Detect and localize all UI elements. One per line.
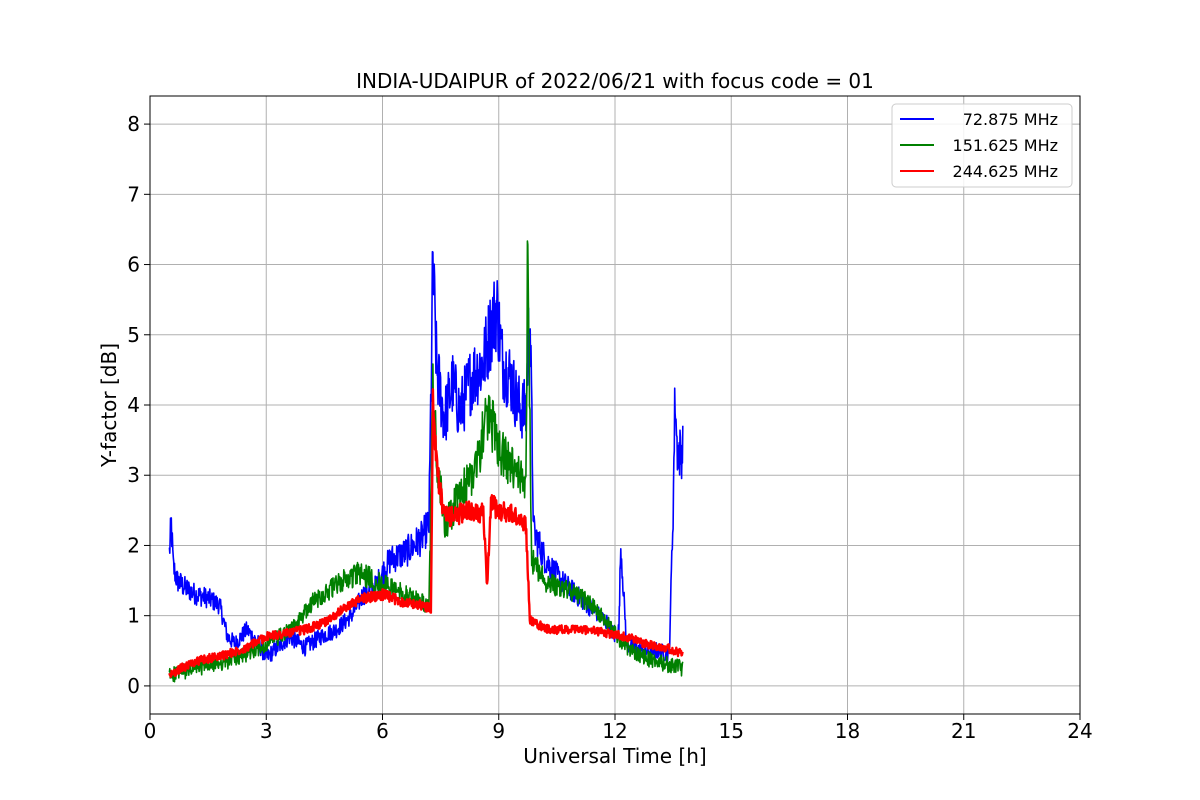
y-tick-label: 0 — [127, 674, 140, 698]
y-axis-label: Y-factor [dB] — [97, 343, 121, 468]
x-tick-label: 12 — [602, 719, 627, 743]
x-tick-label: 15 — [719, 719, 744, 743]
legend: 72.875 MHz 151.625 MHz 244.625 MHz — [891, 103, 1073, 188]
series-line-2 — [168, 388, 684, 678]
x-tick-label: 0 — [144, 719, 157, 743]
x-axis-label: Universal Time [h] — [523, 744, 706, 768]
y-tick-label: 3 — [127, 463, 140, 487]
x-tick-label: 24 — [1067, 719, 1092, 743]
x-tick-label: 9 — [492, 719, 505, 743]
y-tick-label: 4 — [127, 393, 140, 417]
x-tick-label: 6 — [376, 719, 389, 743]
y-tick-label: 1 — [127, 604, 140, 628]
x-axis-ticks: 0 3 6 9 12 15 18 21 24 — [144, 714, 1093, 743]
x-tick-label: 21 — [951, 719, 976, 743]
series-layer — [168, 240, 684, 683]
y-tick-label: 8 — [127, 112, 140, 136]
y-axis-ticks: 0 1 2 3 4 5 6 7 8 — [127, 112, 150, 698]
legend-box — [891, 103, 1073, 188]
x-tick-label: 3 — [260, 719, 273, 743]
series-line-1 — [168, 240, 684, 683]
y-tick-label: 5 — [127, 323, 140, 347]
y-tick-label: 7 — [127, 182, 140, 206]
y-tick-label: 2 — [127, 533, 140, 557]
legend-label-0: 72.875 MHz — [963, 110, 1058, 129]
legend-label-1: 151.625 MHz — [953, 136, 1058, 155]
chart-title: INDIA-UDAIPUR of 2022/06/21 with focus c… — [356, 69, 874, 93]
y-tick-label: 6 — [127, 253, 140, 277]
legend-label-2: 244.625 MHz — [953, 162, 1058, 181]
x-tick-label: 18 — [835, 719, 860, 743]
